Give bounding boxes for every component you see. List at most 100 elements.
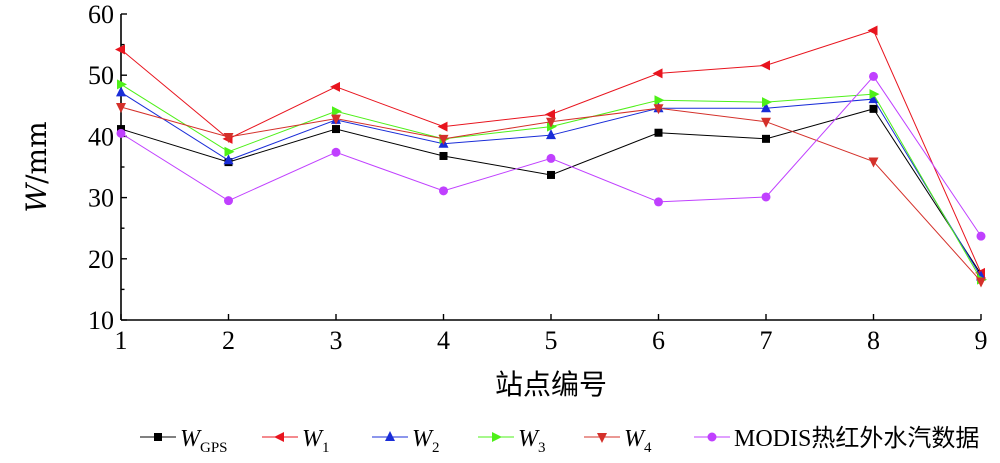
- y-tick-label: 60: [88, 0, 114, 29]
- legend-marker: [707, 432, 717, 442]
- legend-subscript: 4: [644, 440, 652, 456]
- legend-item: W2: [372, 426, 440, 456]
- x-axis-title: 站点编号: [495, 368, 607, 401]
- legend-subscript: 3: [538, 440, 546, 456]
- x-tick-label: 9: [975, 326, 988, 355]
- legend-item: W1: [262, 426, 330, 456]
- series-4: [117, 79, 987, 285]
- data-point: [654, 128, 663, 137]
- data-point: [868, 93, 879, 104]
- data-point: [761, 117, 771, 128]
- y-axis-title: W/mm: [20, 121, 53, 212]
- legend-label: W3: [518, 426, 546, 456]
- data-point: [868, 157, 879, 168]
- legend-var: W: [518, 426, 540, 452]
- axes: [120, 14, 981, 321]
- legend-label: W2: [412, 426, 440, 456]
- series-5: [116, 103, 986, 288]
- y-axis-var: W: [20, 182, 53, 213]
- data-point: [762, 134, 770, 143]
- y-tick-label: 30: [88, 184, 114, 213]
- legend-subscript: 2: [432, 440, 440, 456]
- legend-marker: [385, 431, 395, 441]
- data-point: [438, 134, 449, 145]
- series-layer: [115, 25, 987, 288]
- legend-var: W: [624, 426, 646, 452]
- legend-marker: [274, 432, 284, 442]
- data-point: [547, 170, 555, 179]
- legend-marker: [154, 433, 162, 441]
- legend: WGPS W1 W2 W3 W4 MODIS热红外水汽数据: [140, 425, 979, 456]
- data-point: [116, 103, 126, 114]
- y-tick-label: 50: [88, 61, 114, 90]
- data-point: [115, 44, 125, 55]
- y-tick-label: 40: [88, 122, 114, 151]
- data-point: [976, 277, 986, 288]
- data-point: [869, 89, 880, 100]
- data-point: [762, 97, 772, 108]
- x-tick-label: 7: [760, 326, 773, 355]
- data-point: [116, 128, 126, 138]
- data-point: [439, 151, 448, 160]
- data-point: [224, 196, 233, 206]
- data-point: [332, 106, 342, 117]
- data-point: [867, 25, 878, 36]
- data-point: [117, 79, 127, 90]
- legend-marker: [492, 432, 502, 442]
- legend-label: WGPS: [180, 426, 228, 456]
- legend-label: W4: [624, 426, 652, 456]
- data-point: [545, 109, 555, 120]
- legend-item: W3: [478, 426, 546, 456]
- legend-item: WGPS: [140, 426, 228, 456]
- x-tick-label: 5: [545, 326, 558, 355]
- x-tick-label: 2: [222, 326, 235, 355]
- data-point: [976, 231, 986, 241]
- series-2: [115, 25, 985, 278]
- data-point: [654, 197, 663, 207]
- y-ticks: 10 20 30 40 50 60: [88, 0, 127, 335]
- legend-var: W: [180, 426, 202, 452]
- data-point: [546, 129, 556, 140]
- x-tick-label: 4: [437, 326, 450, 355]
- data-point: [653, 104, 664, 115]
- data-point: [331, 147, 341, 157]
- data-point: [332, 125, 340, 134]
- legend-item: MODIS热红外水汽数据: [694, 425, 979, 452]
- legend-marker: [597, 433, 607, 443]
- x-tick-label: 1: [115, 326, 128, 355]
- legend-subscript: GPS: [200, 440, 228, 456]
- y-axis-unit: /mm: [20, 121, 53, 184]
- legend-label: MODIS热红外水汽数据: [734, 425, 979, 452]
- data-point: [760, 60, 770, 71]
- legend-label: W1: [302, 426, 330, 456]
- data-point: [654, 95, 665, 106]
- x-ticks: 1 2 3 4 5 6 7 8 9: [115, 314, 988, 355]
- data-point: [437, 121, 448, 132]
- y-tick-label: 20: [88, 245, 114, 274]
- legend-var: W: [302, 426, 324, 452]
- data-point: [546, 117, 556, 128]
- legend-var: W: [412, 426, 434, 452]
- data-point: [223, 133, 234, 144]
- legend-subscript: 1: [322, 440, 330, 456]
- data-point: [652, 68, 663, 79]
- data-point: [331, 114, 341, 125]
- data-point: [761, 192, 771, 202]
- legend-var: MODIS热红外水汽数据: [734, 425, 979, 452]
- x-tick-label: 8: [867, 326, 880, 355]
- series-6: [116, 71, 986, 241]
- data-point: [546, 153, 556, 163]
- data-point: [869, 104, 878, 113]
- data-point: [223, 154, 234, 165]
- legend-item: W4: [584, 426, 652, 456]
- x-tick-label: 6: [652, 326, 665, 355]
- data-point: [330, 81, 340, 92]
- data-point: [439, 186, 448, 196]
- data-point: [224, 146, 235, 157]
- data-point: [761, 102, 771, 113]
- y-tick-label: 10: [88, 306, 114, 335]
- x-tick-label: 3: [330, 326, 343, 355]
- data-point: [116, 86, 126, 97]
- data-point: [869, 71, 878, 81]
